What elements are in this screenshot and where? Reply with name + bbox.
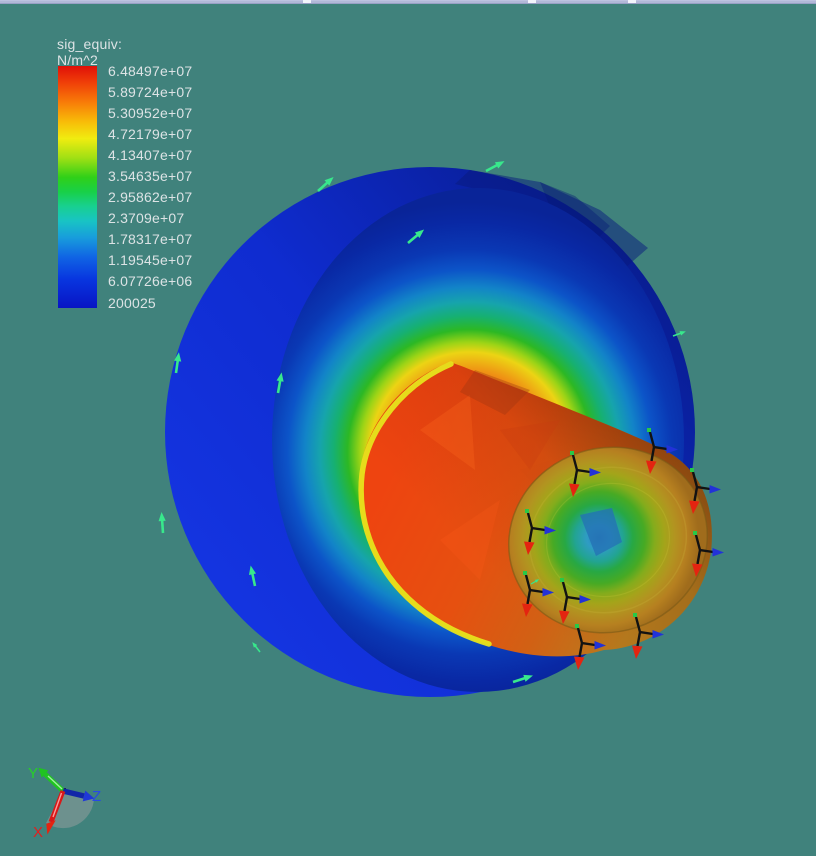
y-axis-label: Y bbox=[28, 765, 38, 782]
shaft-base-yield-edge bbox=[358, 361, 492, 647]
cap-core-patch bbox=[580, 508, 622, 556]
triad-fan bbox=[46, 791, 94, 829]
strip-notch bbox=[528, 0, 536, 3]
legend-value: 4.72179e+07 bbox=[108, 125, 193, 142]
disc-rim-facet bbox=[540, 182, 610, 244]
load-arrow-icon bbox=[249, 639, 263, 655]
legend-value: 6.48497e+07 bbox=[108, 62, 193, 79]
legend-value: 1.19545e+07 bbox=[108, 252, 193, 269]
shaft-facet bbox=[500, 420, 560, 470]
shaft-facet bbox=[440, 500, 500, 580]
legend-value: 3.54635e+07 bbox=[108, 168, 193, 185]
legend-value: 5.30952e+07 bbox=[108, 104, 193, 121]
x-axis-label: X bbox=[33, 824, 43, 841]
legend-value: 4.13407e+07 bbox=[108, 146, 193, 163]
legend-value: 2.3709e+07 bbox=[108, 210, 185, 227]
window-edge-strip bbox=[0, 0, 816, 4]
legend-values: 6.48497e+07 5.89724e+07 5.30952e+07 4.72179… bbox=[108, 60, 192, 313]
orientation-triad: Y Z X bbox=[28, 765, 101, 841]
x-axis-arrowhead bbox=[46, 820, 56, 835]
z-axis-arrowhead bbox=[82, 790, 95, 802]
legend-value: 1.78317e+07 bbox=[108, 231, 193, 248]
strip-notch bbox=[628, 0, 636, 3]
cap-contour-ring bbox=[545, 482, 671, 598]
strip-notch bbox=[303, 0, 311, 3]
legend-title: sig_equiv: N/m^2 bbox=[57, 36, 123, 68]
shaft-facet bbox=[420, 395, 475, 470]
shaft bbox=[358, 361, 712, 657]
y-axis-highlight bbox=[47, 775, 63, 790]
shaft-facet bbox=[460, 370, 530, 415]
z-axis-arrow bbox=[62, 788, 85, 799]
y-axis-arrowhead bbox=[38, 767, 49, 778]
legend-value: 6.07726e+06 bbox=[108, 273, 193, 290]
load-arrow-icon bbox=[483, 156, 508, 176]
load-arrow-icon bbox=[156, 510, 168, 535]
x-axis-highlight bbox=[52, 792, 63, 818]
z-axis-label: Z bbox=[92, 788, 101, 805]
legend-value: 5.89724e+07 bbox=[108, 83, 193, 100]
legend-value: 200025 bbox=[108, 294, 156, 311]
legend-colorbar bbox=[58, 66, 97, 308]
legend-value: 2.95862e+07 bbox=[108, 189, 193, 206]
